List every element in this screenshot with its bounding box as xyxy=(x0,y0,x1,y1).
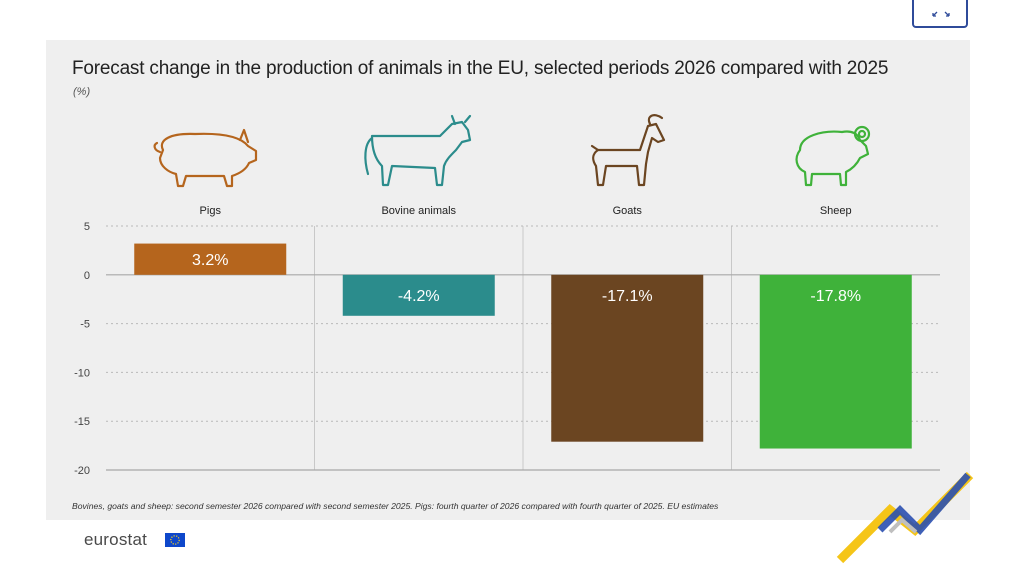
chart-title: Forecast change in the production of ani… xyxy=(72,58,889,79)
bar-goats xyxy=(551,274,704,442)
chart-footnote: Bovines, goats and sheep: second semeste… xyxy=(72,501,719,511)
expand-button[interactable] xyxy=(912,0,968,28)
category-label: Bovine animals xyxy=(381,205,456,217)
y-tick-label: 0 xyxy=(84,270,90,282)
category-label: Sheep xyxy=(820,205,852,217)
data-label: -4.2% xyxy=(398,288,440,305)
y-axis: 5 0 -5 -10 -15 -20 xyxy=(74,221,90,477)
data-label: 3.2% xyxy=(192,252,228,269)
bar-sheep xyxy=(759,274,912,449)
category-label: Goats xyxy=(613,205,643,217)
category-labels: Pigs Bovine animals Goats Sheep xyxy=(200,205,852,217)
y-tick-label: 5 xyxy=(84,221,90,233)
y-tick-label: -10 xyxy=(74,367,90,379)
bars: 3.2% -4.2% -17.1% -17.8% xyxy=(134,243,912,449)
chart-unit: (%) xyxy=(73,86,91,98)
eurostat-logo: eurostat xyxy=(84,530,148,549)
data-label: -17.1% xyxy=(602,288,653,305)
bar-bovine-animals xyxy=(342,274,495,316)
data-label: -17.8% xyxy=(810,288,861,305)
bar-pigs xyxy=(134,243,287,275)
cow-icon xyxy=(364,114,472,187)
category-label: Pigs xyxy=(200,205,222,217)
expand-icon xyxy=(932,11,950,17)
goat-icon xyxy=(590,114,666,187)
pig-icon xyxy=(153,128,258,188)
y-tick-label: -20 xyxy=(74,465,90,477)
y-tick-label: -15 xyxy=(74,416,90,428)
animal-icons xyxy=(153,114,871,188)
y-tick-label: -5 xyxy=(80,319,90,331)
decorative-corner-graphic xyxy=(836,471,974,564)
sheep-icon xyxy=(795,125,871,187)
eu-flag-icon xyxy=(165,533,185,547)
